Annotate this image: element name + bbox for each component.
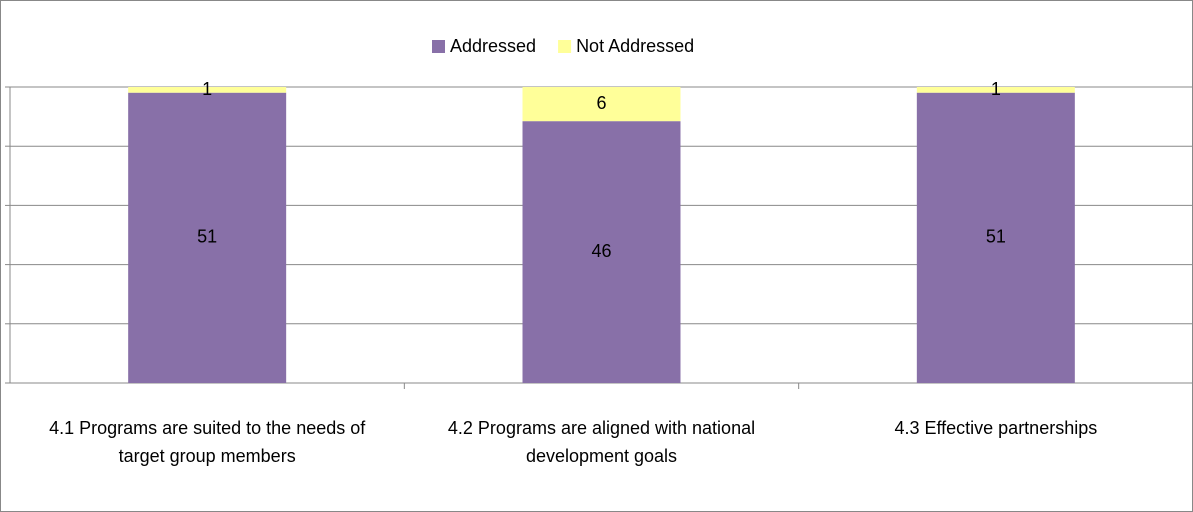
data-label: 51 (986, 227, 1006, 247)
bar-segment (522, 121, 681, 384)
x-tick-label: 4.2 Programs are aligned with national d… (447, 418, 756, 466)
x-tick-label: 4.3 Effective partnerships (894, 418, 1098, 438)
data-label: 1 (202, 79, 212, 99)
data-label: 51 (197, 227, 217, 247)
data-label: 46 (591, 241, 611, 261)
legend-label: Addressed (450, 36, 536, 56)
bar-segment (916, 87, 1075, 93)
x-tick-label: 4.1 Programs are suited to the needs of … (49, 418, 366, 466)
legend-swatch (432, 40, 445, 53)
bar-segment (916, 92, 1075, 383)
bar-segment (522, 87, 681, 122)
data-label: 1 (991, 79, 1001, 99)
bar-segment (128, 92, 287, 383)
data-label: 6 (596, 93, 606, 113)
bar-segment (128, 87, 287, 93)
legend-label: Not Addressed (576, 36, 694, 56)
legend-swatch (558, 40, 572, 53)
